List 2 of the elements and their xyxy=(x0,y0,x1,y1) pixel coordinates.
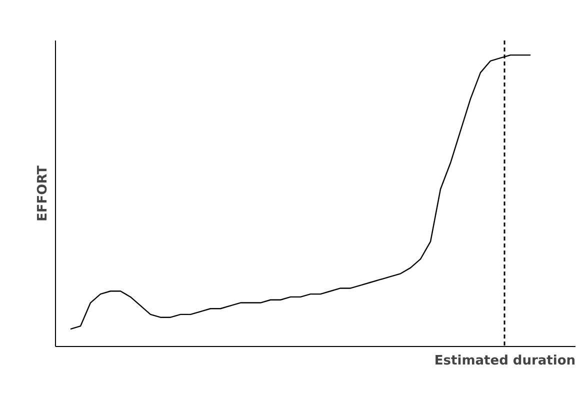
y-axis-title: EFFORT xyxy=(36,165,50,222)
text: Estimated duration xyxy=(434,354,576,368)
